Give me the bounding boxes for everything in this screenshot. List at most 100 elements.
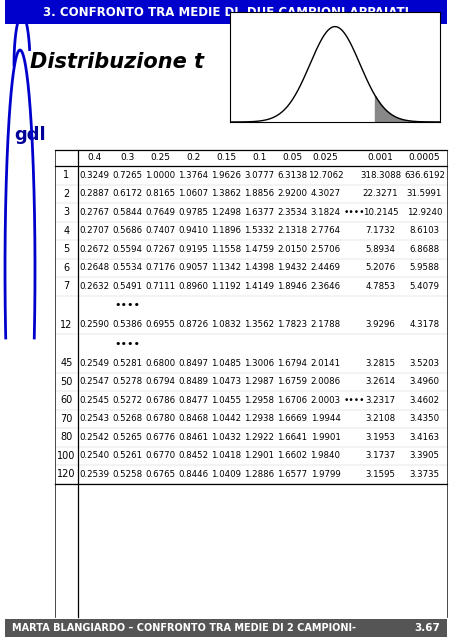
Text: 318.3088: 318.3088 (359, 171, 400, 180)
Text: gdl: gdl (14, 126, 46, 144)
Text: 7: 7 (63, 281, 69, 291)
Text: 5.2076: 5.2076 (364, 263, 395, 272)
Text: ••••: •••• (343, 396, 364, 404)
Text: 0.5261: 0.5261 (112, 451, 142, 460)
Text: 0.2542: 0.2542 (79, 433, 109, 442)
Text: 0.15: 0.15 (216, 154, 236, 163)
Text: 1.9901: 1.9901 (310, 433, 340, 442)
Text: 3.4163: 3.4163 (409, 433, 438, 442)
Text: 0.8726: 0.8726 (178, 320, 208, 329)
Text: 0.2543: 0.2543 (79, 414, 109, 423)
Text: 1.0000: 1.0000 (145, 171, 175, 180)
Text: 1.8856: 1.8856 (244, 189, 274, 198)
Text: 0.8497: 0.8497 (178, 359, 208, 368)
Text: 5.9588: 5.9588 (409, 263, 438, 272)
Text: 0.5594: 0.5594 (112, 244, 142, 253)
Text: 3.2614: 3.2614 (364, 377, 395, 387)
Text: 1.0409: 1.0409 (211, 470, 241, 479)
Text: 0.0005: 0.0005 (408, 154, 439, 163)
Text: 0.7111: 0.7111 (145, 282, 175, 291)
Text: 1.2938: 1.2938 (244, 414, 274, 423)
Text: 1.0473: 1.0473 (211, 377, 241, 387)
Text: 1.0418: 1.0418 (211, 451, 241, 460)
Text: 0.2547: 0.2547 (79, 377, 109, 387)
Text: 0.2767: 0.2767 (79, 208, 109, 217)
Text: 100: 100 (57, 451, 75, 461)
Text: 1.4398: 1.4398 (244, 263, 274, 272)
Text: 636.6192: 636.6192 (403, 171, 444, 180)
Text: 0.2549: 0.2549 (79, 359, 109, 368)
Text: 2.1318: 2.1318 (277, 227, 307, 236)
Text: 1.2498: 1.2498 (211, 208, 241, 217)
Text: 31.5991: 31.5991 (406, 189, 441, 198)
Text: 1.6794: 1.6794 (277, 359, 307, 368)
Text: 2.3534: 2.3534 (277, 208, 307, 217)
Text: 1.1342: 1.1342 (211, 263, 241, 272)
Bar (5, 619, 446, 637)
Text: 0.2707: 0.2707 (79, 227, 109, 236)
Text: 0.5258: 0.5258 (112, 470, 142, 479)
Text: 0.7267: 0.7267 (145, 244, 175, 253)
Text: 3.1595: 3.1595 (365, 470, 395, 479)
Text: 0.2887: 0.2887 (79, 189, 109, 198)
Text: 50: 50 (60, 377, 73, 387)
Text: 1.9840: 1.9840 (310, 451, 340, 460)
Text: 0.3: 0.3 (120, 154, 134, 163)
Text: 0.3249: 0.3249 (79, 171, 109, 180)
Text: 0.5534: 0.5534 (112, 263, 142, 272)
Text: 3.0777: 3.0777 (244, 171, 274, 180)
Text: 3.9296: 3.9296 (365, 320, 395, 329)
Text: 1.9799: 1.9799 (310, 470, 340, 479)
Text: 1.4149: 1.4149 (244, 282, 274, 291)
Text: 1.4759: 1.4759 (244, 244, 274, 253)
Text: 60: 60 (60, 396, 73, 405)
Text: 0.4: 0.4 (87, 154, 101, 163)
Text: 12: 12 (60, 320, 73, 330)
Text: 10.2145: 10.2145 (362, 208, 397, 217)
Text: 2.7764: 2.7764 (310, 227, 340, 236)
Text: 7.1732: 7.1732 (364, 227, 395, 236)
Text: 1.0832: 1.0832 (211, 320, 241, 329)
Text: 0.001: 0.001 (367, 154, 392, 163)
Text: 1.6577: 1.6577 (277, 470, 307, 479)
Text: 3.67: 3.67 (413, 623, 439, 633)
Text: 2.0150: 2.0150 (277, 244, 307, 253)
Text: 0.7407: 0.7407 (145, 227, 175, 236)
Text: 1.6759: 1.6759 (277, 377, 307, 387)
Text: 3.3905: 3.3905 (409, 451, 438, 460)
Text: 0.9057: 0.9057 (178, 263, 208, 272)
Text: 1.6706: 1.6706 (277, 396, 307, 404)
Text: ••••: •••• (114, 339, 140, 349)
Text: 2.0086: 2.0086 (310, 377, 340, 387)
Text: 0.2648: 0.2648 (79, 263, 109, 272)
Text: 1.0432: 1.0432 (211, 433, 241, 442)
Text: 1.3862: 1.3862 (211, 189, 241, 198)
Text: 1.2901: 1.2901 (244, 451, 274, 460)
Text: 0.7176: 0.7176 (145, 263, 175, 272)
Text: 0.6780: 0.6780 (145, 414, 175, 423)
Text: 0.6800: 0.6800 (145, 359, 175, 368)
Text: 0.8446: 0.8446 (178, 470, 208, 479)
Text: 2.1788: 2.1788 (310, 320, 340, 329)
Text: 0.9785: 0.9785 (178, 208, 208, 217)
Text: 6.3138: 6.3138 (277, 171, 307, 180)
Text: 12.9240: 12.9240 (406, 208, 441, 217)
Text: 5: 5 (63, 244, 69, 254)
Text: 0.8477: 0.8477 (178, 396, 208, 404)
Text: 0.6776: 0.6776 (145, 433, 175, 442)
Text: 22.3271: 22.3271 (362, 189, 397, 198)
Text: 4.7853: 4.7853 (364, 282, 395, 291)
Text: 0.5278: 0.5278 (112, 377, 142, 387)
Text: 0.9195: 0.9195 (178, 244, 208, 253)
Text: 1.5332: 1.5332 (244, 227, 274, 236)
Text: 3. CONFRONTO TRA MEDIE DI  DUE CAMPIONI APPAIATI: 3. CONFRONTO TRA MEDIE DI DUE CAMPIONI A… (43, 6, 408, 19)
Text: 0.5686: 0.5686 (112, 227, 142, 236)
Text: ••••: •••• (114, 301, 140, 310)
Text: 0.6955: 0.6955 (145, 320, 175, 329)
Text: 0.2672: 0.2672 (79, 244, 109, 253)
Text: 0.25: 0.25 (150, 154, 170, 163)
Text: 0.6794: 0.6794 (145, 377, 175, 387)
Text: 2.0141: 2.0141 (310, 359, 340, 368)
Text: 1.6641: 1.6641 (277, 433, 307, 442)
Text: 0.8452: 0.8452 (178, 451, 208, 460)
